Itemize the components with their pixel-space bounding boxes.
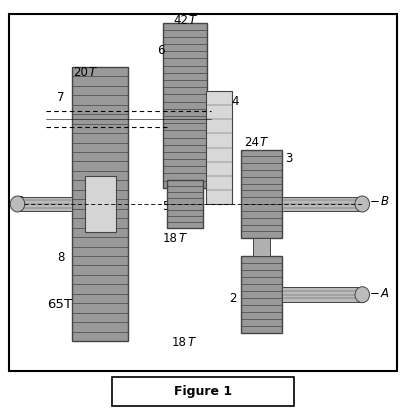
Ellipse shape <box>10 196 25 212</box>
Text: 42: 42 <box>173 14 188 27</box>
Text: $T$: $T$ <box>177 232 188 245</box>
Bar <box>166 180 202 228</box>
Text: 65T: 65T <box>47 298 72 311</box>
Bar <box>281 197 363 211</box>
Bar <box>9 14 396 371</box>
Ellipse shape <box>354 196 369 212</box>
Text: $T$: $T$ <box>88 66 98 80</box>
Text: 8: 8 <box>57 251 64 264</box>
Text: 7: 7 <box>57 91 65 104</box>
Bar <box>72 67 128 341</box>
FancyBboxPatch shape <box>112 377 293 405</box>
Text: $T$: $T$ <box>186 336 196 349</box>
Bar <box>252 238 270 256</box>
Text: 2: 2 <box>229 292 237 305</box>
Bar <box>15 197 72 211</box>
Text: 20: 20 <box>73 66 88 80</box>
Text: 6: 6 <box>156 44 164 57</box>
Bar <box>206 91 232 204</box>
Text: $C$: $C$ <box>14 194 24 208</box>
Text: 3: 3 <box>284 152 292 165</box>
Text: 4: 4 <box>231 96 238 108</box>
Text: 24: 24 <box>243 136 258 149</box>
Text: $T$: $T$ <box>188 14 198 27</box>
Bar <box>162 23 207 188</box>
Bar <box>281 288 363 302</box>
Text: Figure 1: Figure 1 <box>173 385 232 398</box>
Bar <box>241 150 281 238</box>
Bar <box>241 256 281 333</box>
Text: $-\,A$: $-\,A$ <box>368 288 389 300</box>
Text: $-\,B$: $-\,B$ <box>368 194 389 208</box>
Text: 18: 18 <box>172 336 186 349</box>
Text: $T$: $T$ <box>258 136 268 149</box>
Bar <box>85 176 115 232</box>
Text: 5: 5 <box>162 199 169 213</box>
Text: 18: 18 <box>163 232 177 245</box>
Ellipse shape <box>354 287 369 303</box>
